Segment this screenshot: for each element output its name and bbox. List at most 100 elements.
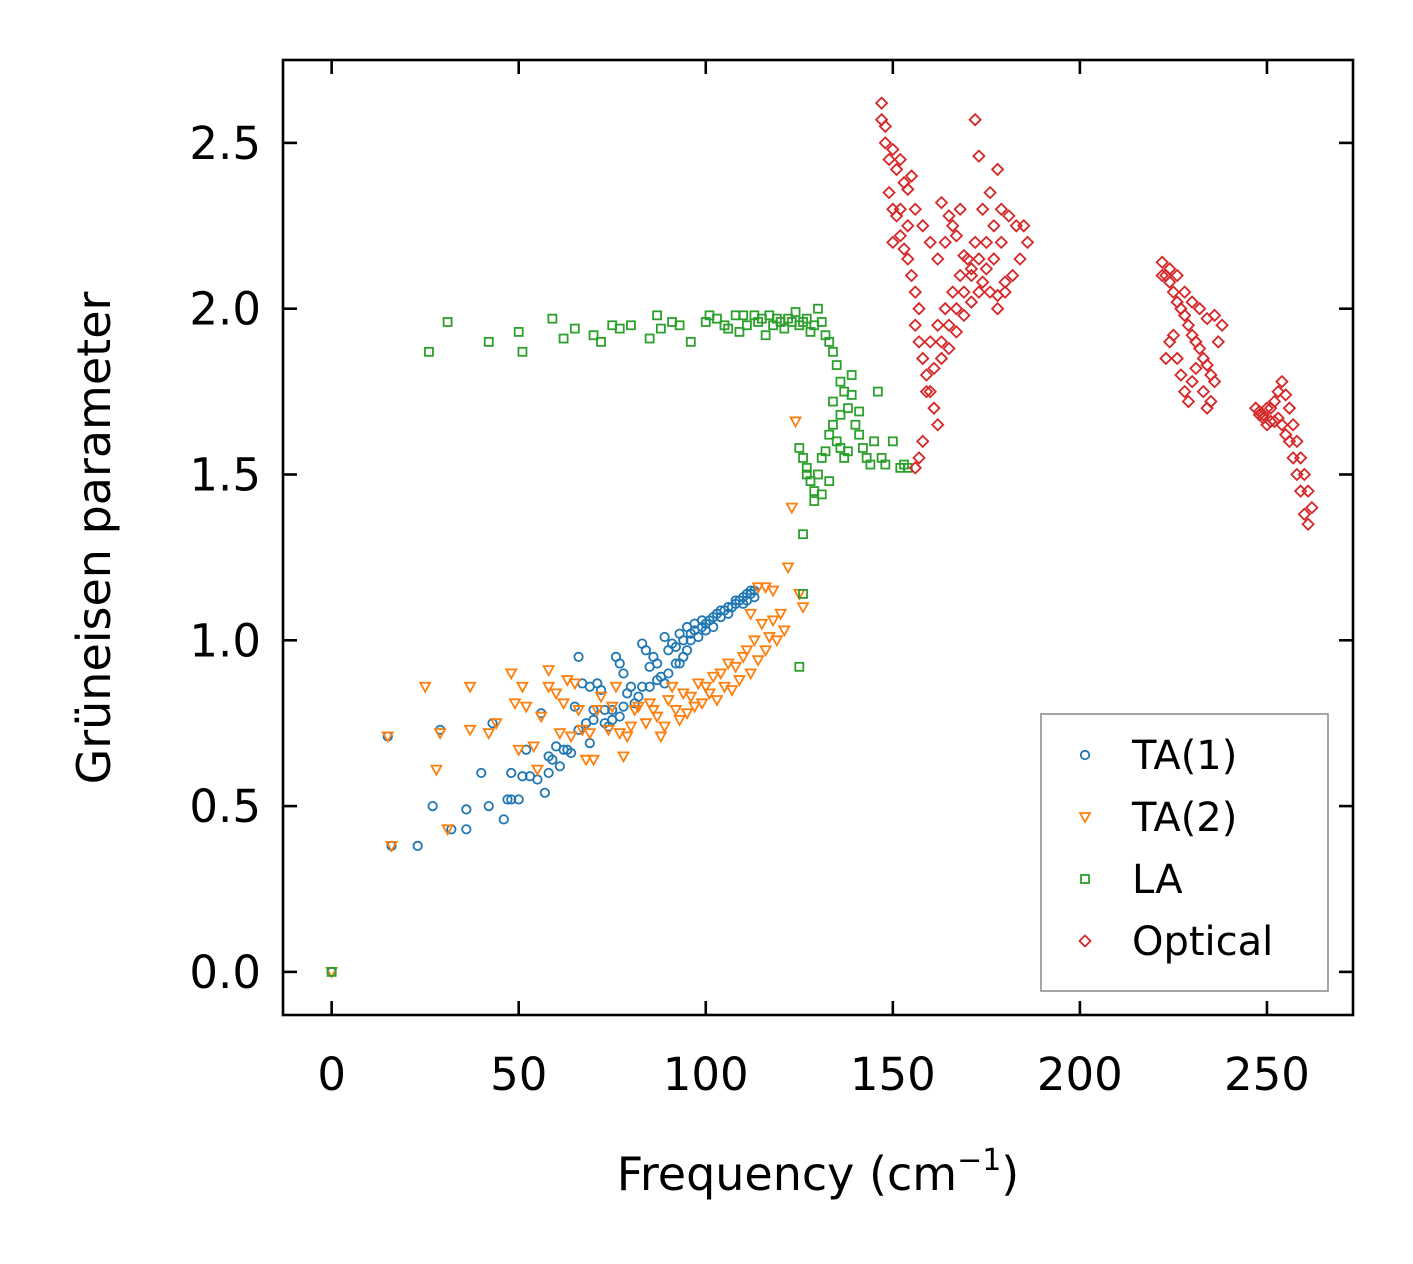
data-point bbox=[517, 346, 528, 357]
data-point bbox=[1016, 219, 1031, 233]
data-point bbox=[949, 301, 964, 316]
data-point bbox=[942, 318, 956, 333]
data-point bbox=[476, 767, 487, 779]
data-point bbox=[547, 754, 558, 765]
data-point bbox=[605, 701, 619, 714]
data-point bbox=[504, 668, 518, 681]
data-point bbox=[626, 320, 636, 331]
data-point bbox=[534, 711, 548, 724]
data-point bbox=[1207, 308, 1222, 323]
data-point bbox=[1286, 451, 1300, 465]
legend-item: TA(2) bbox=[1078, 795, 1237, 841]
data-point bbox=[994, 202, 1009, 216]
legend-marker bbox=[1079, 749, 1091, 761]
data-point bbox=[766, 585, 780, 598]
data-point bbox=[755, 618, 769, 631]
data-point bbox=[685, 336, 696, 347]
data-point bbox=[915, 219, 930, 233]
data-point bbox=[934, 335, 949, 349]
data-point bbox=[659, 631, 670, 643]
legend-items: TA(1) TA(2) LA Optical bbox=[1078, 733, 1273, 965]
data-point bbox=[889, 162, 904, 177]
data-point bbox=[1159, 351, 1173, 366]
data-point bbox=[1215, 318, 1229, 333]
data-point bbox=[1170, 268, 1184, 283]
data-point bbox=[1181, 394, 1196, 409]
data-point bbox=[816, 453, 827, 463]
data-point bbox=[652, 658, 663, 669]
data-point bbox=[644, 681, 655, 692]
data-point bbox=[902, 462, 913, 473]
data-point bbox=[930, 417, 945, 432]
data-point bbox=[644, 333, 655, 344]
data-point bbox=[1293, 484, 1308, 498]
data-point bbox=[998, 275, 1012, 289]
data-point bbox=[661, 695, 675, 707]
data-point bbox=[1305, 500, 1319, 515]
data-point bbox=[530, 764, 544, 777]
data-point bbox=[945, 219, 960, 233]
x-tick-label: 150 bbox=[850, 1048, 936, 1101]
data-point bbox=[418, 681, 432, 694]
data-point bbox=[886, 235, 900, 250]
data-point bbox=[1155, 255, 1169, 270]
data-point bbox=[1278, 427, 1293, 442]
legend-label: TA(2) bbox=[1131, 795, 1237, 841]
data-point bbox=[670, 641, 681, 653]
data-point bbox=[542, 665, 556, 677]
data-point bbox=[1271, 384, 1285, 399]
data-points bbox=[325, 96, 1319, 979]
data-point bbox=[923, 235, 938, 250]
y-tick-label: 0.5 bbox=[189, 780, 261, 833]
data-point bbox=[1200, 358, 1214, 372]
data-point bbox=[463, 724, 477, 737]
plot-frame bbox=[281, 58, 1355, 1017]
data-point bbox=[384, 840, 399, 853]
data-point bbox=[919, 368, 934, 382]
data-point bbox=[513, 794, 524, 805]
data-point bbox=[882, 152, 896, 167]
legend-marker bbox=[1080, 874, 1090, 884]
axis-ticks: 0 50 100 150 200 250 0.0 0.5 1.0 1.5 2.0 2.5 bbox=[189, 60, 1353, 1101]
data-point bbox=[652, 310, 663, 321]
data-point bbox=[502, 794, 513, 805]
data-point bbox=[579, 754, 593, 767]
data-point bbox=[983, 285, 997, 299]
data-point bbox=[972, 149, 986, 163]
data-point bbox=[930, 318, 945, 333]
data-point bbox=[990, 288, 1005, 303]
data-point bbox=[869, 436, 880, 447]
data-point bbox=[620, 731, 634, 744]
data-point bbox=[923, 335, 938, 349]
data-point bbox=[588, 330, 599, 341]
data-point bbox=[801, 469, 812, 480]
data-point bbox=[463, 681, 477, 694]
y-tick-label: 1.5 bbox=[189, 448, 261, 501]
data-point bbox=[794, 443, 805, 453]
data-point bbox=[878, 136, 893, 150]
data-point bbox=[508, 698, 522, 711]
data-point bbox=[1267, 394, 1282, 409]
data-point bbox=[957, 248, 971, 263]
data-point bbox=[1207, 374, 1222, 389]
data-point bbox=[785, 502, 799, 515]
data-point bbox=[964, 295, 979, 309]
data-point bbox=[953, 202, 967, 216]
data-point bbox=[1177, 384, 1192, 399]
data-point bbox=[506, 794, 517, 805]
data-point bbox=[893, 228, 908, 243]
data-point bbox=[824, 476, 835, 487]
data-point bbox=[637, 681, 648, 692]
data-point bbox=[673, 714, 687, 727]
data-point bbox=[831, 360, 842, 370]
data-point bbox=[1282, 401, 1297, 415]
data-point bbox=[880, 459, 891, 470]
data-point bbox=[972, 252, 986, 266]
data-point bbox=[846, 390, 857, 400]
data-point bbox=[564, 731, 578, 744]
data-point bbox=[565, 747, 577, 759]
data-point bbox=[798, 529, 808, 540]
data-point bbox=[618, 668, 629, 679]
data-point bbox=[1155, 268, 1169, 283]
